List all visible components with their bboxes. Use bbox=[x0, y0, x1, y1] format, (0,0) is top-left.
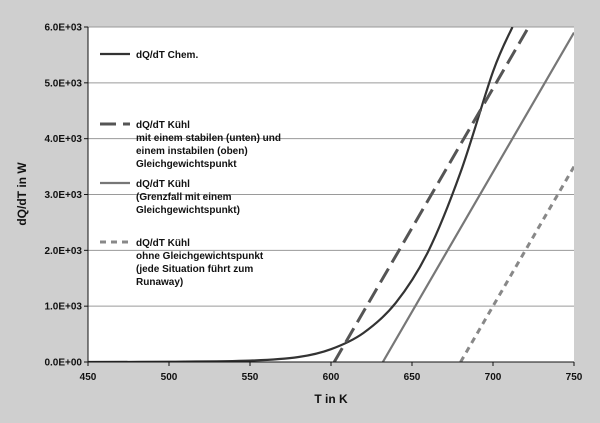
x-axis-title: T in K bbox=[314, 392, 348, 406]
x-tick-label: 700 bbox=[485, 372, 502, 383]
legend-label-1: dQ/dT Chem. bbox=[136, 50, 198, 61]
x-tick-label: 550 bbox=[242, 372, 259, 383]
legend-label-2: einem instabilen (oben) bbox=[136, 146, 248, 157]
y-tick-label: 6.0E+03 bbox=[44, 23, 82, 34]
y-tick-label: 1.0E+03 bbox=[44, 302, 82, 313]
legend-label-4: dQ/dT Kühl bbox=[136, 238, 190, 249]
x-tick-label: 650 bbox=[404, 372, 421, 383]
legend-label-2: dQ/dT Kühl bbox=[136, 120, 190, 131]
series-lines bbox=[88, 27, 574, 362]
legend-label-2: Gleichgewichtspunkt bbox=[136, 159, 237, 170]
y-tick-label: 5.0E+03 bbox=[44, 78, 82, 89]
y-tick-label: 0.0E+00 bbox=[44, 358, 82, 369]
x-tick-label: 750 bbox=[566, 372, 583, 383]
y-tick-label: 2.0E+03 bbox=[44, 246, 82, 257]
legend-label-2: mit einem stabilen (unten) und bbox=[136, 133, 281, 144]
series-line-2 bbox=[332, 27, 530, 362]
x-axis-ticks: 450 500 550 600 650 700 750 bbox=[80, 362, 583, 383]
x-tick-label: 600 bbox=[323, 372, 340, 383]
x-tick-label: 450 bbox=[80, 372, 97, 383]
legend-label-3: Gleichgewichtspunkt) bbox=[136, 205, 240, 216]
legend-label-4: Runaway) bbox=[136, 277, 183, 288]
legend: dQ/dT Chem. dQ/dT Kühl mit einem stabilen … bbox=[100, 50, 281, 288]
series-line-3 bbox=[381, 32, 574, 362]
y-axis-title: dQ/dT in W bbox=[15, 162, 29, 226]
y-tick-label: 3.0E+03 bbox=[44, 190, 82, 201]
y-axis-ticks: 0.0E+00 1.0E+03 2.0E+03 3.0E+03 4.0E+03 5.0E+… bbox=[44, 23, 88, 369]
legend-label-4: ohne Gleichgewichtspunkt bbox=[136, 251, 264, 262]
x-tick-label: 500 bbox=[161, 372, 178, 383]
legend-label-4: (jede Situation führt zum bbox=[136, 264, 253, 275]
series-line-1 bbox=[88, 27, 514, 362]
legend-label-3: (Grenzfall mit einem bbox=[136, 192, 232, 203]
y-tick-label: 4.0E+03 bbox=[44, 134, 82, 145]
series-line-4 bbox=[459, 165, 574, 362]
legend-label-3: dQ/dT Kühl bbox=[136, 179, 190, 190]
